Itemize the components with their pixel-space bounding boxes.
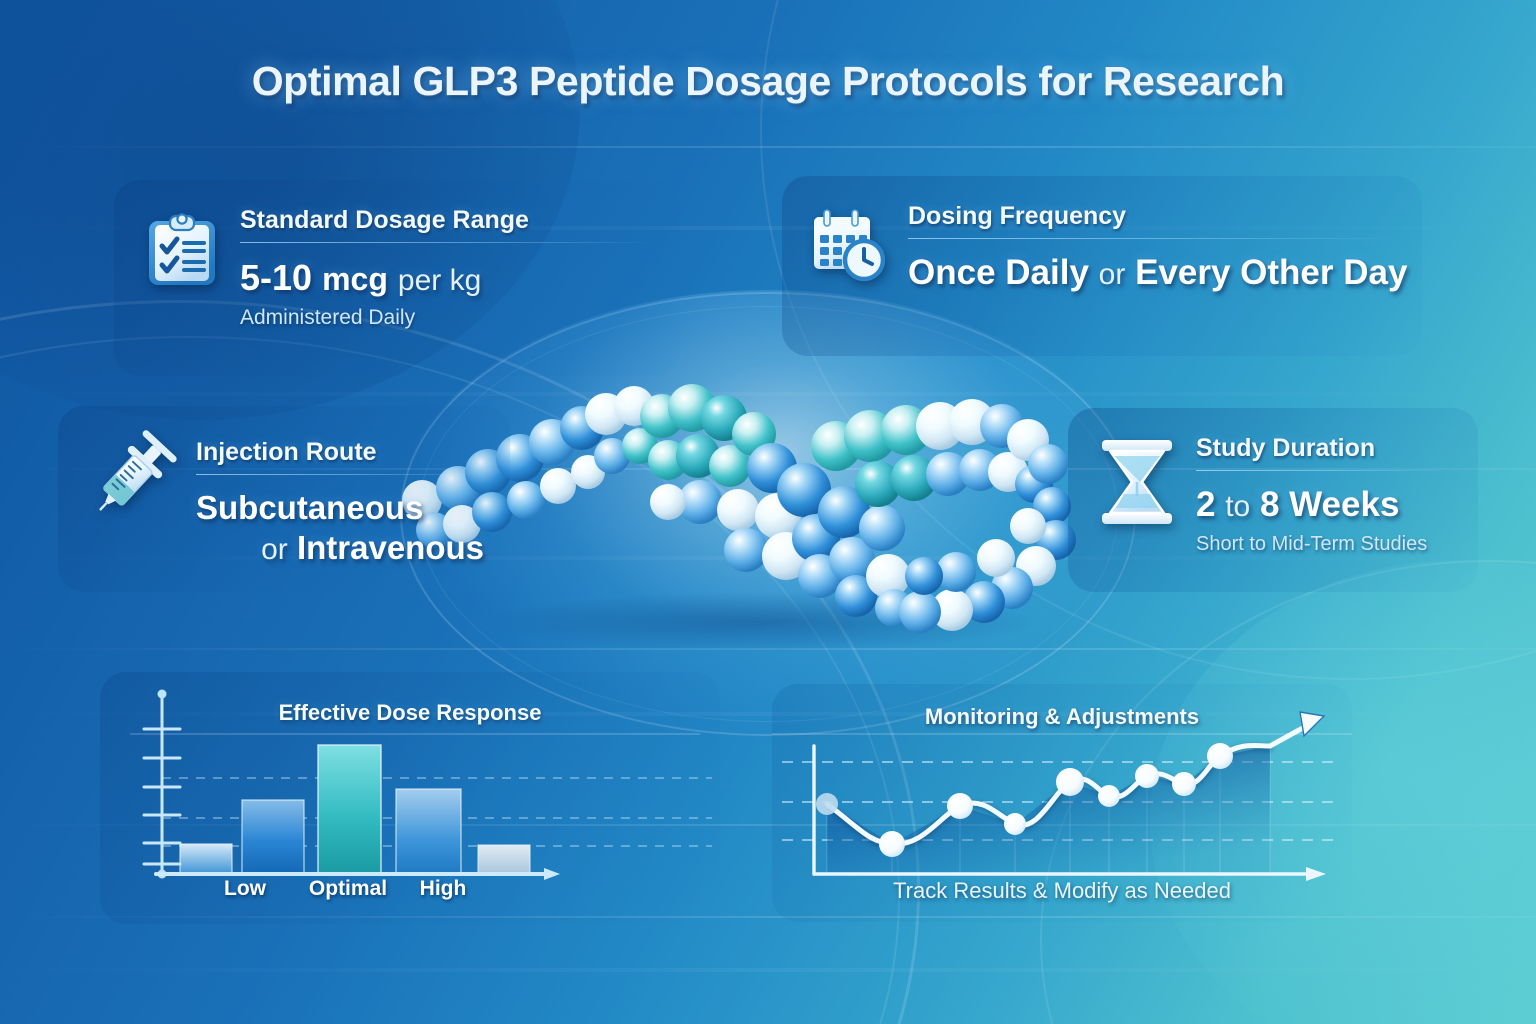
card-divider xyxy=(240,242,654,243)
card-value-conjunction: to xyxy=(1225,490,1251,523)
card-injection-route: Injection Route Subcutaneous or Intraven… xyxy=(58,406,510,592)
card-value: Once Daily or Every Other Day xyxy=(908,253,1407,293)
card-value-tail: per kg xyxy=(397,264,482,297)
chart-panel-effective-dose-response: Effective Dose Response xyxy=(100,672,720,924)
card-value-conjunction: or xyxy=(261,532,288,566)
card-heading: Injection Route xyxy=(196,438,377,466)
card-standard-dosage-range: Standard Dosage Range 5-10 mcg per kg Ad… xyxy=(114,180,680,376)
card-heading: Standard Dosage Range xyxy=(240,206,529,234)
chart-title: Monitoring & Adjustments xyxy=(924,704,1200,729)
bg-line xyxy=(0,968,1536,972)
card-heading: Study Duration xyxy=(1196,434,1376,462)
card-value-main: Once Daily xyxy=(908,253,1089,292)
card-value-tail: 8 Weeks xyxy=(1259,485,1400,524)
bar-label-optimal: Optimal xyxy=(308,877,388,900)
bg-line xyxy=(0,146,1536,148)
card-dosing-frequency: Dosing Frequency Once Daily or Every Oth… xyxy=(782,176,1422,356)
card-value-main: 5-10 xyxy=(240,257,313,298)
card-value: Subcutaneous xyxy=(196,489,484,527)
card-value-conjunction: or xyxy=(1098,258,1126,291)
card-value-main: Subcutaneous xyxy=(196,489,424,526)
page-title: Optimal GLP3 Peptide Dosage Protocols fo… xyxy=(251,58,1285,104)
card-study-duration: Study Duration 2 to 8 Weeks Short to Mid… xyxy=(1068,408,1478,592)
hourglass-icon xyxy=(1094,436,1180,528)
bg-line xyxy=(0,648,1536,650)
line-chart-svg xyxy=(772,711,1352,881)
card-divider xyxy=(196,474,484,475)
card-value-tail: Every Other Day xyxy=(1135,253,1408,292)
clipboard-checklist-icon xyxy=(140,208,224,292)
syringe-icon xyxy=(84,428,180,524)
card-heading: Dosing Frequency xyxy=(908,202,1127,230)
card-divider xyxy=(1196,470,1452,471)
bg-line xyxy=(0,392,1536,396)
card-value-tail: Intravenous xyxy=(296,528,484,566)
bar-label-low: Low xyxy=(224,877,266,900)
card-value-secondary: or Intravenous xyxy=(196,529,484,567)
chart-title: Effective Dose Response xyxy=(278,700,542,725)
card-value-main: 2 xyxy=(1196,485,1216,524)
bar-chart-svg xyxy=(130,689,712,880)
card-value-unit: mcg xyxy=(322,261,388,297)
calendar-clock-icon xyxy=(808,204,892,288)
card-value: 5-10 mcg per kg xyxy=(240,257,654,298)
chart-caption: Track Results & Modify as Needed xyxy=(893,878,1231,903)
card-subtext: Administered Daily xyxy=(240,306,416,330)
chart-panel-monitoring-adjustments: Monitoring & Adjustments xyxy=(772,684,1352,922)
card-divider xyxy=(908,238,1396,239)
card-subtext: Short to Mid-Term Studies xyxy=(1196,532,1428,555)
card-value: 2 to 8 Weeks xyxy=(1196,485,1452,525)
bar-label-high: High xyxy=(419,877,467,900)
